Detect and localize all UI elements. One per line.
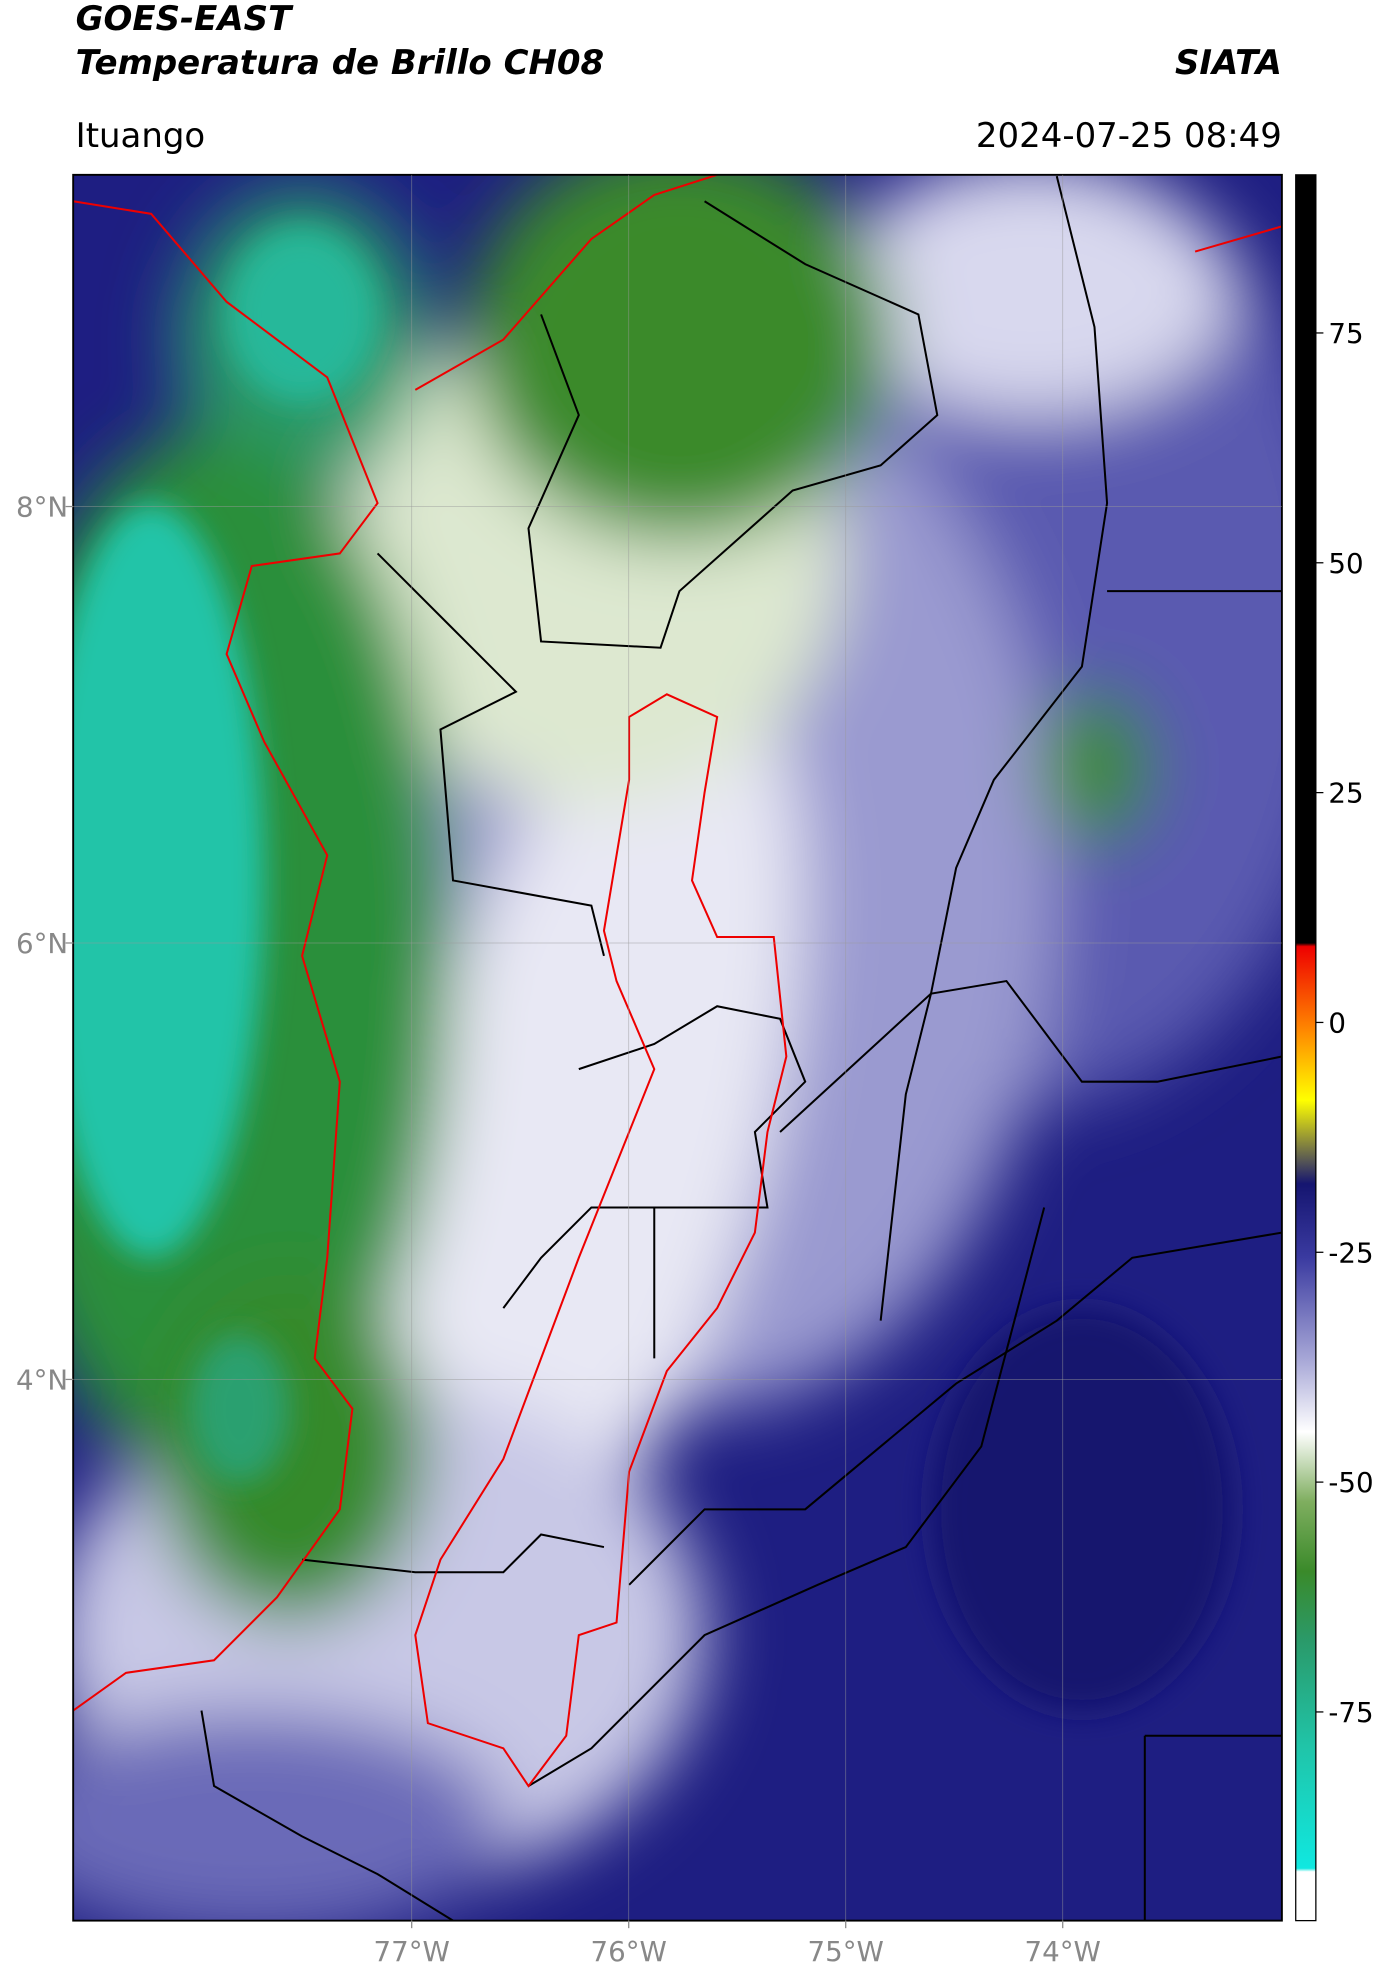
y-tick-label: 8°N	[16, 491, 68, 524]
colorbar	[1295, 174, 1317, 1922]
colorbar-tick-label: 50	[1328, 547, 1363, 580]
satellite-image	[73, 174, 1282, 1921]
datetime: 2024-07-25 08:49	[976, 116, 1282, 156]
x-tick-label: 75°W	[808, 1935, 884, 1968]
subtitle: Temperatura de Brillo CH08	[76, 43, 604, 83]
colorbar-tick-label: 75	[1328, 317, 1363, 350]
colorbar-tick-label: 0	[1328, 1007, 1346, 1040]
title: GOES-EAST	[76, 0, 294, 39]
region: Ituango	[76, 116, 206, 156]
y-tick-label: 6°N	[16, 927, 68, 960]
colorbar-tick-label: 25	[1328, 777, 1363, 810]
x-tick-label: 76°W	[591, 1935, 667, 1968]
colorbar-tick-label: -25	[1328, 1236, 1373, 1269]
map-frame	[72, 173, 1283, 1922]
source: SIATA	[1175, 43, 1282, 83]
x-tick-label: 74°W	[1025, 1935, 1101, 1968]
y-tick-label: 4°N	[16, 1363, 68, 1396]
x-tick-label: 77°W	[374, 1935, 450, 1968]
colorbar-tick-label: -75	[1328, 1696, 1373, 1729]
colorbar-tick-label: -50	[1328, 1466, 1373, 1499]
